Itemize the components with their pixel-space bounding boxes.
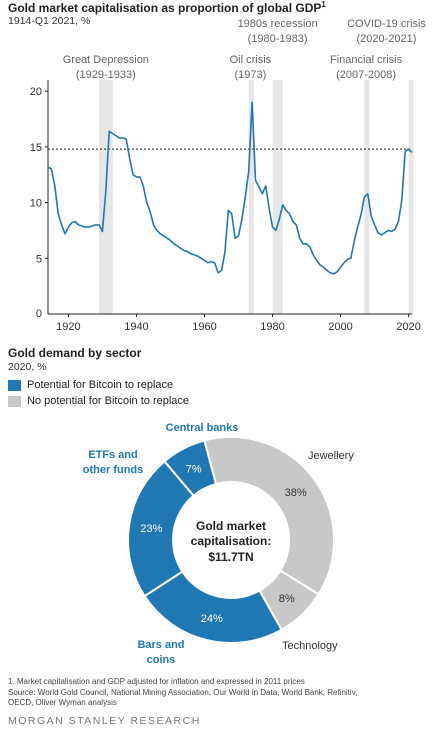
donut-value-label-2: 24% [201, 613, 223, 625]
donut-slice-1 [258, 569, 320, 632]
legend-item-no-bitcoin: No potential for Bitcoin to replace [8, 395, 189, 407]
y-tick-label: 20 [30, 86, 42, 98]
donut-chart-title: Gold demand by sector [8, 346, 142, 360]
line-chart-title: Gold market capitalisation as proportion… [8, 0, 326, 15]
donut-slice-3 [127, 459, 195, 598]
legend-label-bitcoin: Potential for Bitcoin to replace [27, 379, 174, 391]
line-chart: Great Depression (1929-1933) Oil crisis (19… [30, 18, 427, 333]
line-chart-subtitle: 1914-Q1 2021, % [8, 15, 91, 27]
footnote-line-3: OECD, Oliver Wyman analysis [8, 698, 117, 707]
slice-label-technology: Technology [282, 640, 338, 652]
slice-label-etf-2: other funds [83, 464, 144, 476]
period-label-1: Oil crisis [230, 54, 272, 66]
center-label-3: $11.7TN [208, 550, 253, 564]
donut-slice-2 [143, 570, 283, 644]
y-tick-label: 0 [36, 308, 42, 320]
period-label-2: 1980s recession [238, 18, 318, 30]
donut-value-label-4: 7% [186, 464, 202, 476]
slice-label-jewellery: Jewellery [308, 450, 354, 462]
donut-value-label-3: 23% [140, 523, 162, 535]
legend-item-bitcoin: Potential for Bitcoin to replace [8, 379, 173, 391]
period-label-0: Great Depression [63, 54, 149, 66]
y-tick-label: 10 [30, 198, 42, 210]
slice-label-central: Central banks [166, 422, 239, 434]
brand-label: MORGAN STANLEY RESEARCH [8, 715, 201, 727]
footnote-line-1: 1. Market capitalisation and GDP adjuste… [8, 677, 305, 686]
legend-swatch-bitcoin [8, 379, 21, 391]
donut-chart-subtitle: 2020, % [8, 361, 47, 373]
period-sublabel-3: (2007-2008) [336, 69, 396, 81]
x-tick-label: 1920 [56, 321, 80, 333]
period-sublabel-0: (1929-1933) [76, 69, 136, 81]
legend-swatch-no-bitcoin [8, 395, 21, 407]
period-label-4: COVID-19 crisis [347, 18, 426, 30]
shaded-period-1 [248, 80, 254, 314]
y-tick-label: 15 [30, 142, 42, 154]
slice-label-bars-1: Bars and [137, 639, 184, 651]
x-tick-label: 1960 [192, 321, 216, 333]
shaded-period-2 [272, 80, 283, 314]
center-label-1: Gold market [196, 519, 266, 533]
footnote: 1. Market capitalisation and GDP adjuste… [8, 677, 438, 709]
x-tick-label: 1940 [124, 321, 148, 333]
period-sublabel-1: (1973) [235, 69, 267, 81]
shaded-period-3 [364, 80, 370, 314]
donut-value-label-0: 38% [285, 487, 307, 499]
x-tick-label: 2020 [396, 321, 420, 333]
slice-label-etf-1: ETFs and [88, 449, 138, 461]
center-label-2: capitalisation: [191, 534, 272, 548]
shaded-period-4 [408, 80, 414, 314]
donut-value-label-1: 8% [279, 593, 295, 605]
period-sublabel-2: (1980-1983) [248, 33, 308, 45]
x-tick-label: 2000 [328, 321, 352, 333]
period-sublabel-4: (2020-2021) [357, 33, 417, 45]
slice-label-bars-2: coins [147, 654, 176, 666]
x-tick-label: 1980 [260, 321, 284, 333]
y-tick-label: 5 [36, 253, 42, 265]
legend-label-no-bitcoin: No potential for Bitcoin to replace [27, 395, 190, 407]
footnote-line-2: Source: World Gold Council, National Min… [8, 687, 358, 697]
series-line [47, 101, 413, 275]
donut-slice-0 [203, 436, 335, 596]
donut-slice-4 [163, 439, 218, 498]
period-label-3: Financial crisis [330, 54, 403, 66]
